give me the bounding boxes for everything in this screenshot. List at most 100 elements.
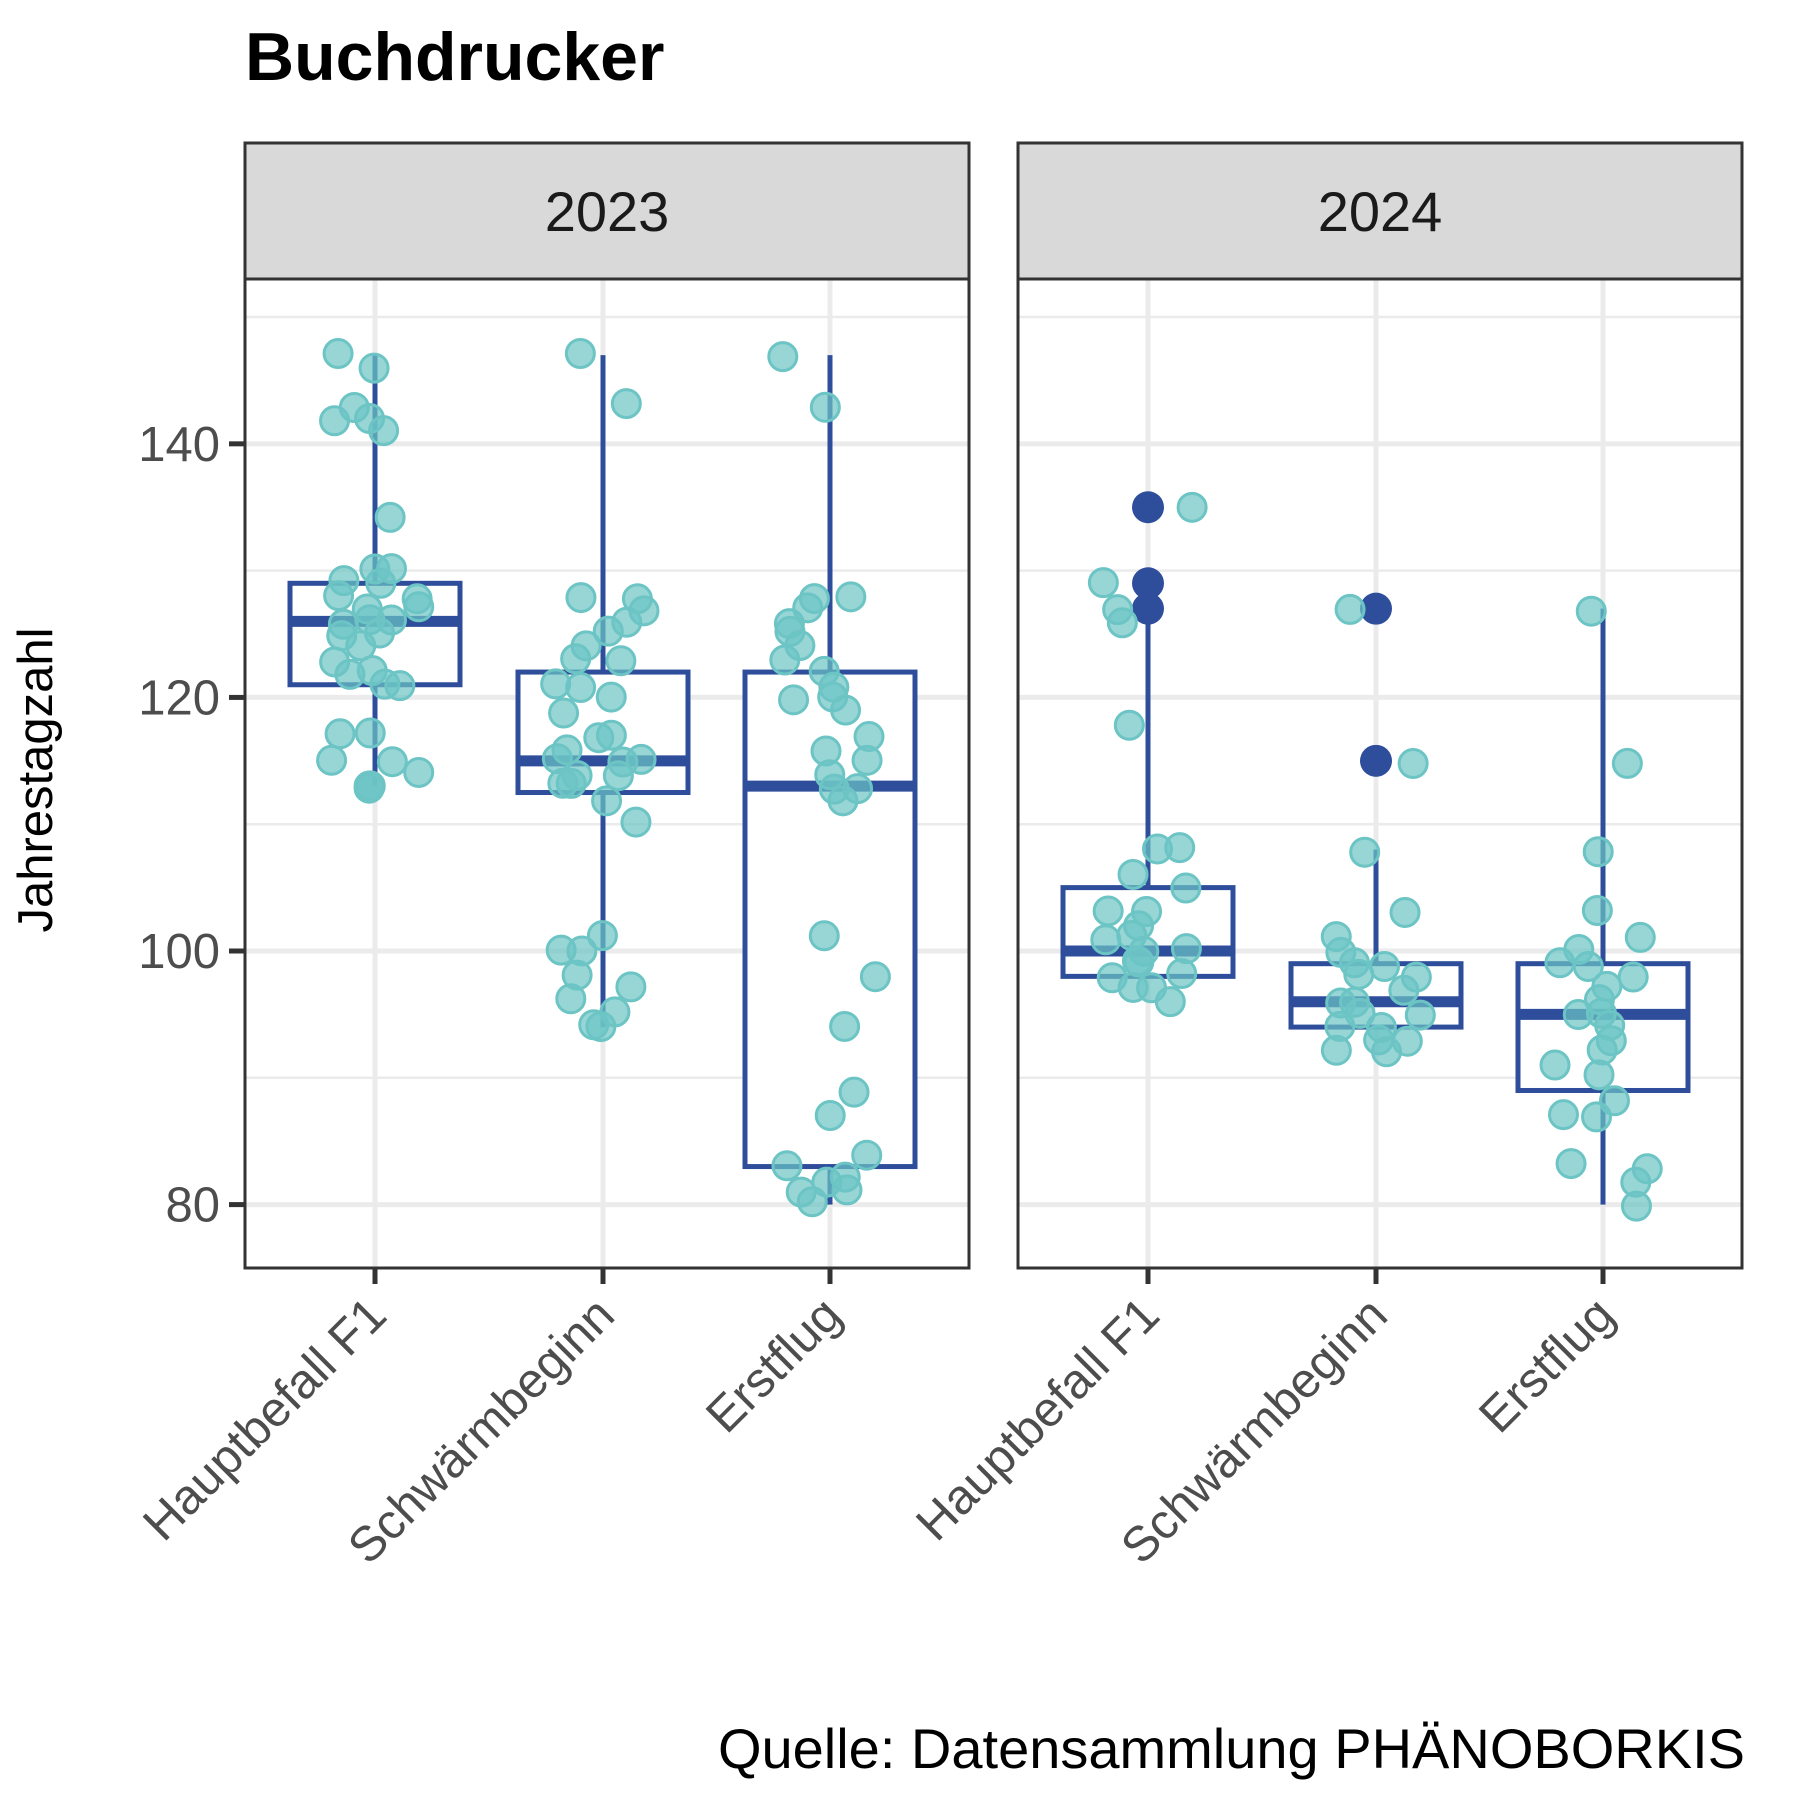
data-point xyxy=(1166,958,1198,990)
y-axis-title: Jahrestagzahl xyxy=(9,627,63,932)
data-point xyxy=(354,717,386,749)
chart-caption: Quelle: Datensammlung PHÄNOBORKIS xyxy=(718,1717,1745,1780)
data-point xyxy=(1547,1099,1579,1131)
outlier-point xyxy=(1360,744,1392,777)
box-group-2024-0 xyxy=(1060,491,1236,1018)
data-point xyxy=(1343,958,1375,990)
y-tick-label: 140 xyxy=(138,418,220,472)
x-tick-label: Hauptbefall F1 xyxy=(906,1288,1170,1552)
data-point xyxy=(1368,950,1400,982)
data-point xyxy=(1087,567,1119,599)
data-point xyxy=(835,581,867,613)
data-point xyxy=(564,337,596,369)
data-point xyxy=(338,391,370,423)
data-point xyxy=(1583,1059,1615,1091)
data-point xyxy=(1334,593,1366,625)
data-point xyxy=(851,1139,883,1171)
data-point xyxy=(838,1076,870,1108)
data-point xyxy=(1090,924,1122,956)
data-point xyxy=(1582,836,1614,868)
y-tick-label: 120 xyxy=(138,671,220,725)
data-point xyxy=(796,1186,828,1218)
outlier-point xyxy=(1132,491,1164,524)
data-point xyxy=(1562,999,1594,1031)
data-point xyxy=(1170,933,1202,965)
data-point xyxy=(767,341,799,373)
data-point xyxy=(1620,1190,1652,1222)
data-point xyxy=(1170,872,1202,904)
data-point xyxy=(555,983,587,1015)
data-point xyxy=(585,1011,617,1043)
data-point xyxy=(1106,607,1138,639)
data-point xyxy=(830,694,862,726)
data-point xyxy=(1617,961,1649,993)
data-point xyxy=(827,785,859,817)
data-point xyxy=(1164,832,1196,864)
data-point xyxy=(547,767,579,799)
outlier-point xyxy=(1132,567,1164,600)
data-point xyxy=(403,591,435,623)
data-point xyxy=(809,391,841,423)
data-point xyxy=(1117,858,1149,890)
data-point xyxy=(1154,986,1186,1018)
data-point xyxy=(1572,951,1604,983)
box-group-2023-1 xyxy=(515,337,691,1043)
data-point xyxy=(1397,748,1429,780)
data-point xyxy=(592,615,624,647)
box-group-2023-0 xyxy=(287,338,463,804)
facet-strip-label: 2024 xyxy=(1318,180,1443,243)
data-point xyxy=(545,934,577,966)
data-point xyxy=(829,1010,861,1042)
data-point xyxy=(778,684,810,716)
data-point xyxy=(1624,921,1656,953)
data-point xyxy=(1575,595,1607,627)
data-point xyxy=(1371,1036,1403,1068)
data-point xyxy=(323,580,355,612)
data-point xyxy=(316,744,348,776)
data-point xyxy=(384,670,416,702)
facet-strip xyxy=(1016,141,1744,281)
data-point xyxy=(859,961,891,993)
data-point xyxy=(345,630,377,662)
facet-strip xyxy=(243,141,971,281)
data-point xyxy=(771,1150,803,1182)
data-point xyxy=(1320,1034,1352,1066)
data-point xyxy=(1113,709,1145,741)
data-point xyxy=(565,582,597,614)
data-point xyxy=(1581,1101,1613,1133)
data-point xyxy=(831,1174,863,1206)
data-point xyxy=(376,746,408,778)
data-point xyxy=(354,770,386,802)
data-point xyxy=(620,806,652,838)
data-point xyxy=(540,668,572,700)
data-point xyxy=(1581,894,1613,926)
data-point xyxy=(602,760,634,792)
data-point xyxy=(365,567,397,599)
data-point xyxy=(610,388,642,420)
data-point xyxy=(615,971,647,1003)
data-point xyxy=(358,352,390,384)
data-point xyxy=(814,1100,846,1132)
x-tick-label: Hauptbefall F1 xyxy=(133,1288,397,1552)
chart-title: Buchdrucker xyxy=(245,19,664,95)
data-point xyxy=(1611,747,1643,779)
data-point xyxy=(1117,971,1149,1003)
data-point xyxy=(586,920,618,952)
data-point xyxy=(1349,836,1381,868)
data-point xyxy=(403,756,435,788)
data-point xyxy=(769,644,801,676)
y-tick-label: 100 xyxy=(138,925,220,979)
data-point xyxy=(605,645,637,677)
data-point xyxy=(595,681,627,713)
facet-strip-label: 2023 xyxy=(545,180,670,243)
data-point xyxy=(548,697,580,729)
data-point xyxy=(374,501,406,533)
data-point xyxy=(1404,999,1436,1031)
data-point xyxy=(1389,896,1421,928)
box-group-2024-2 xyxy=(1515,595,1691,1222)
y-axis: 80 100 120 140 xyxy=(138,418,245,1233)
